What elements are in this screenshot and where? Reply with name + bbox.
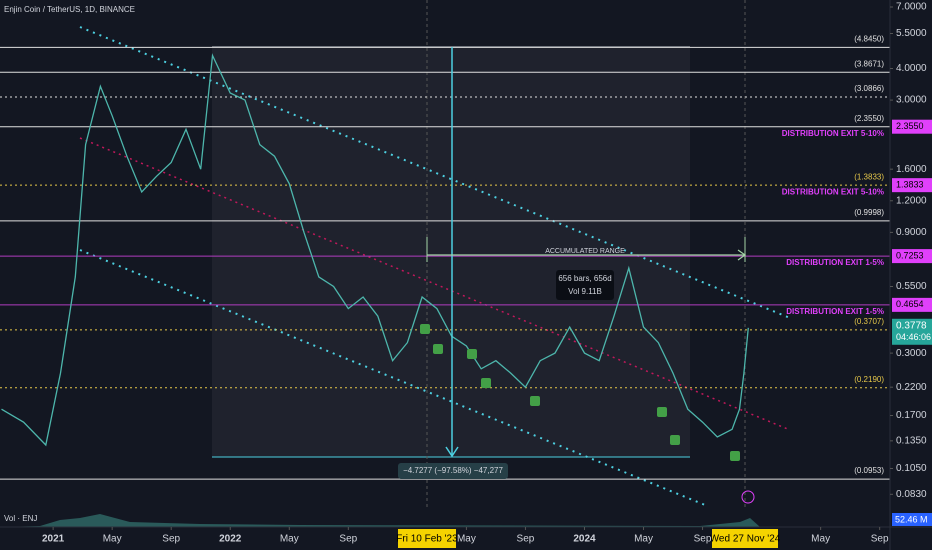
y-tick-label: 1.6000 xyxy=(896,164,927,175)
price-tag xyxy=(892,318,932,345)
level-label: (2.3550) xyxy=(854,114,884,123)
level-label: (0.3707) xyxy=(854,317,884,326)
channel-mid xyxy=(79,137,791,431)
y-tick-label: 0.1050 xyxy=(896,463,927,474)
countdown: 04:46:06 xyxy=(896,332,931,342)
channel-upper xyxy=(79,26,791,319)
level-note: DISTRIBUTION EXIT 1-5% xyxy=(786,307,884,316)
level-label: (0.0953) xyxy=(854,466,884,475)
volume-pane xyxy=(0,510,890,527)
x-tick-label: Sep xyxy=(517,534,535,545)
level-tag xyxy=(892,119,932,134)
y-tick-label: 3.0000 xyxy=(896,95,927,106)
x-tick-label: May xyxy=(457,534,476,545)
level-tag-text: 2.3550 xyxy=(896,121,924,131)
level-note: DISTRIBUTION EXIT 5-10% xyxy=(782,129,884,138)
x-tick-label: 2021 xyxy=(42,534,65,545)
plot xyxy=(0,46,890,480)
y-tick-label: 0.3000 xyxy=(896,348,927,359)
measure-box xyxy=(398,463,508,479)
date-label: Fri 10 Feb '23 xyxy=(396,534,458,545)
y-tick-label: 0.5500 xyxy=(896,281,927,292)
y-tick-label: 1.2000 xyxy=(896,195,927,206)
checkmarks xyxy=(420,324,740,461)
level-label: (1.3833) xyxy=(854,172,884,181)
info-box xyxy=(556,270,614,300)
level-label: (0.9998) xyxy=(854,208,884,217)
level-tag xyxy=(892,297,932,312)
volume-label: Vol 9.11B xyxy=(568,287,602,296)
price-line xyxy=(1,53,749,447)
y-tick-label: 0.1700 xyxy=(896,410,927,421)
level-tag-text: 0.7253 xyxy=(896,250,924,260)
price-tag-text: 0.3778 xyxy=(896,320,927,331)
volume-tag xyxy=(892,513,932,526)
x-tick-label: Sep xyxy=(694,534,712,545)
arrow-head xyxy=(737,249,747,261)
measure-label: −4.7277 (−97.58%) −47,277 xyxy=(403,466,503,475)
level-note: DISTRIBUTION EXIT 5-10% xyxy=(782,187,884,196)
y-tick-label: 0.0830 xyxy=(896,489,927,500)
y-tick-label: 4.0000 xyxy=(896,63,927,74)
level-label: (3.8671) xyxy=(854,59,884,68)
range-label: ACCUMULATED RANGE xyxy=(545,248,625,255)
x-tick-label: 2022 xyxy=(219,534,242,545)
level-tag-text: 0.4654 xyxy=(896,299,924,309)
y-tick-label: 0.9000 xyxy=(896,227,927,238)
x-tick-label: May xyxy=(103,534,122,545)
date-highlight xyxy=(712,529,778,548)
y-tick-label: 0.1350 xyxy=(896,435,927,446)
alert-icon xyxy=(741,490,755,504)
volume-title: Vol · ENJ xyxy=(4,514,37,523)
level-label: (0.2190) xyxy=(854,375,884,384)
channel-lower xyxy=(79,249,706,506)
volume-bars xyxy=(0,514,760,527)
arrow-head xyxy=(445,446,459,458)
bars-label: 656 bars, 656d xyxy=(558,274,611,283)
date-highlight xyxy=(398,529,456,548)
level-label: (3.0866) xyxy=(854,84,884,93)
y-tick-label: 7.0000 xyxy=(896,2,927,13)
y-tick-label: 5.5000 xyxy=(896,28,927,39)
x-tick-label: May xyxy=(811,534,830,545)
date-label: Wed 27 Nov '24 xyxy=(710,534,781,545)
range-box xyxy=(212,47,690,457)
x-tick-label: May xyxy=(280,534,299,545)
level-note: DISTRIBUTION EXIT 1-5% xyxy=(786,258,884,267)
x-tick-label: Sep xyxy=(339,534,357,545)
x-tick-label: May xyxy=(634,534,653,545)
level-tag xyxy=(892,249,932,264)
level-tag xyxy=(892,178,932,193)
x-tick-label: Sep xyxy=(871,534,889,545)
volume-tag-text: 52.46 M xyxy=(895,514,928,524)
level-tag-text: 1.3833 xyxy=(896,180,924,190)
level-label: (4.8450) xyxy=(854,35,884,44)
x-tick-label: Sep xyxy=(162,534,180,545)
y-tick-label: 0.2200 xyxy=(896,382,927,393)
chart-title: Enjin Coin / TetherUS, 1D, BINANCE xyxy=(4,5,135,14)
x-tick-label: 2024 xyxy=(573,534,596,545)
